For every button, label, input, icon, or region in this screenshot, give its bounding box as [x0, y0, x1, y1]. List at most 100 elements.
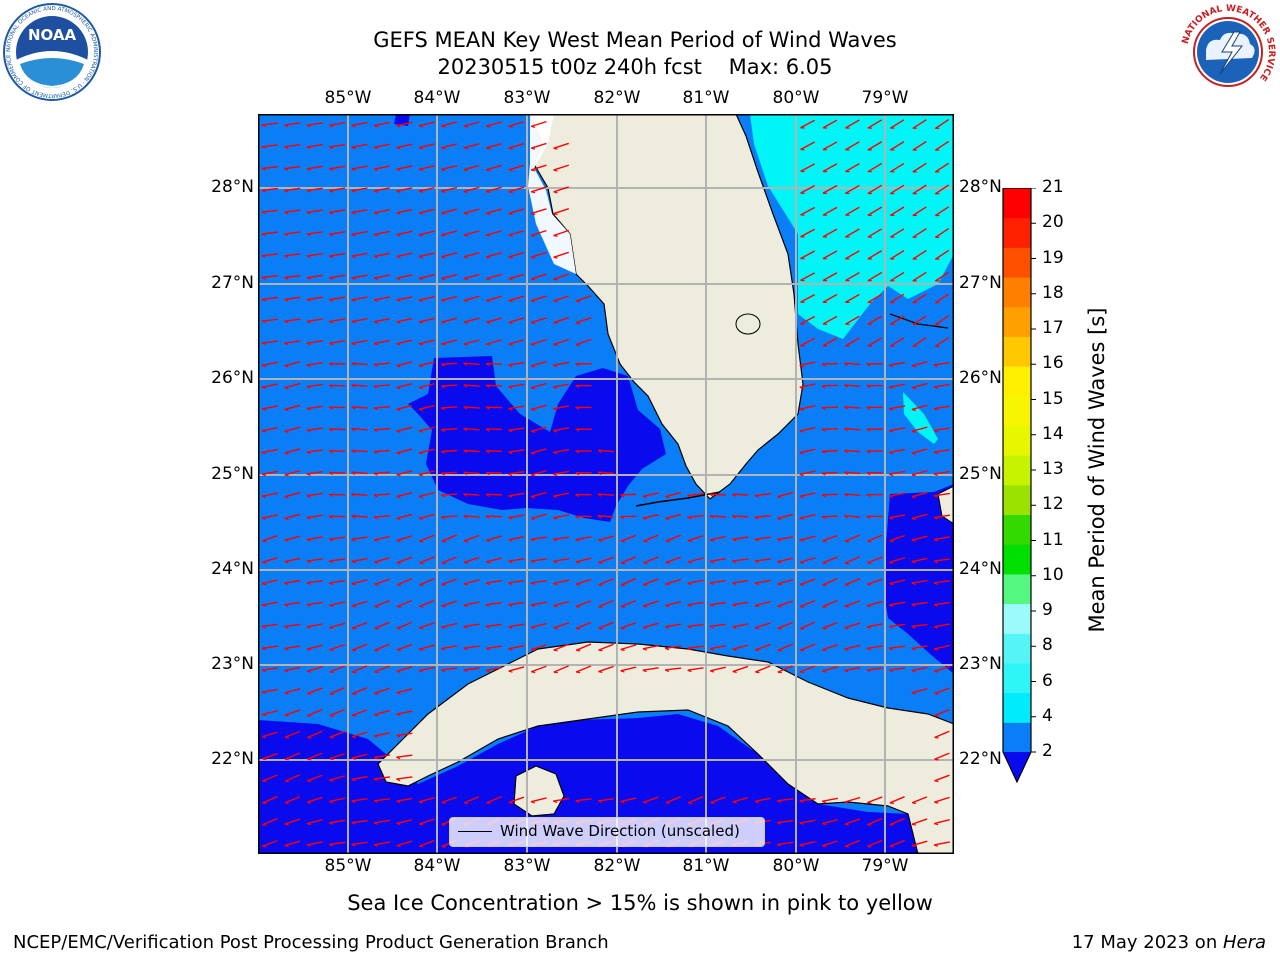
- wind-wave-vector-head: [934, 801, 939, 804]
- wind-wave-vector: [530, 601, 547, 606]
- wind-wave-vector: [553, 427, 570, 432]
- wind-wave-vector: [822, 272, 838, 282]
- wind-wave-vector-head: [441, 147, 446, 150]
- wind-wave-vector: [867, 337, 883, 347]
- wind-wave-vector-head: [329, 779, 334, 782]
- wind-wave-vector-head: [575, 363, 580, 367]
- wind-wave-vector-head: [934, 822, 939, 826]
- wind-wave-vector-head: [777, 627, 782, 630]
- wind-wave-vector-head: [396, 562, 401, 565]
- wind-wave-vector: [374, 296, 390, 301]
- wind-wave-vector-head: [709, 648, 715, 651]
- colorbar-segment: [1003, 633, 1031, 664]
- wind-wave-vector: [373, 798, 391, 802]
- wind-wave-vector: [306, 361, 323, 366]
- wind-wave-vector: [799, 514, 816, 519]
- wind-wave-vector: [620, 666, 637, 672]
- lat-label-left: 24°N: [211, 559, 254, 579]
- wind-wave-vector: [777, 798, 794, 802]
- wind-wave-vector-head: [396, 713, 401, 716]
- wind-wave-vector-head: [531, 234, 536, 237]
- wind-wave-vector-head: [553, 538, 558, 542]
- wind-wave-vector: [373, 471, 391, 475]
- wind-wave-vector: [889, 601, 906, 606]
- wind-wave-vector-head: [396, 321, 401, 324]
- wind-wave-vector-head: [732, 801, 737, 804]
- wind-wave-vector: [441, 208, 458, 214]
- wind-wave-vector: [687, 645, 704, 649]
- wind-wave-vector: [822, 206, 838, 216]
- wind-wave-vector-head: [284, 298, 289, 302]
- wind-wave-vector: [284, 774, 301, 782]
- wind-wave-vector: [800, 163, 815, 172]
- wind-wave-vector: [508, 186, 525, 193]
- wind-wave-vector: [553, 797, 570, 802]
- lon-label-bottom: 80°W: [772, 856, 820, 876]
- wind-wave-vector-head: [463, 471, 468, 475]
- wind-wave-vector-head: [396, 190, 401, 193]
- wind-wave-vector-head: [262, 802, 267, 805]
- wind-wave-vector: [822, 293, 838, 303]
- wind-wave-vector-head: [933, 517, 939, 520]
- wind-wave-vector: [463, 317, 480, 323]
- wind-wave-vector-head: [553, 649, 558, 652]
- wind-wave-vector: [844, 600, 861, 607]
- wind-wave-vector: [306, 231, 323, 235]
- wind-wave-vector-head: [284, 342, 289, 346]
- wind-wave-vector-head: [530, 517, 536, 521]
- wind-wave-vector-head: [441, 256, 446, 259]
- wind-wave-vector: [911, 470, 928, 476]
- wind-wave-vector-head: [351, 342, 356, 346]
- wind-wave-vector-head: [441, 168, 446, 172]
- wind-wave-vector-head: [329, 758, 334, 761]
- wind-wave-vector: [866, 667, 883, 671]
- wind-wave-vector-head: [866, 669, 871, 673]
- wind-wave-vector-head: [261, 604, 267, 607]
- wind-wave-vector-head: [844, 584, 850, 587]
- wind-wave-vector-head: [418, 495, 424, 499]
- wind-wave-vector-head: [306, 538, 311, 542]
- wind-wave-vector: [351, 384, 368, 387]
- wind-wave-vector-head: [351, 384, 356, 388]
- wind-wave-vector-head: [418, 474, 424, 477]
- wind-wave-vector-head: [866, 385, 871, 389]
- wind-wave-vector: [867, 228, 883, 238]
- colorbar-tick-label: 11: [1042, 529, 1064, 550]
- wind-wave-vector-head: [351, 800, 356, 804]
- wind-wave-vector: [351, 187, 368, 192]
- wind-wave-vector-head: [575, 450, 580, 454]
- lat-label-left: 28°N: [211, 177, 254, 197]
- wind-wave-vector: [373, 493, 391, 496]
- wind-wave-vector: [306, 558, 323, 562]
- lon-label-bottom: 83°W: [503, 856, 551, 876]
- wind-wave-vector: [351, 557, 368, 563]
- wind-wave-vector: [530, 164, 547, 171]
- colorbar-tick-label: 19: [1042, 247, 1064, 268]
- wind-wave-vector: [284, 122, 301, 126]
- wind-wave-vector: [912, 293, 927, 304]
- wind-wave-vector-head: [844, 362, 849, 366]
- wind-wave-vector: [754, 579, 771, 584]
- wind-wave-vector: [396, 143, 413, 149]
- wind-wave-vector: [396, 776, 413, 780]
- wind-wave-vector-head: [418, 648, 424, 651]
- wind-wave-vector: [262, 710, 278, 716]
- map-title: GEFS MEAN Key West Mean Period of Wind W…: [373, 28, 897, 52]
- wind-wave-vector-head: [486, 321, 491, 324]
- wind-wave-vector-head: [530, 560, 535, 564]
- wind-wave-vector-head: [530, 538, 535, 542]
- wind-wave-vector-head: [889, 540, 894, 543]
- lat-label-left: 22°N: [211, 749, 254, 769]
- wind-wave-vector-head: [463, 125, 468, 128]
- wind-wave-vector: [687, 514, 704, 518]
- wind-wave-vector: [418, 644, 435, 650]
- wind-wave-vector: [351, 449, 368, 453]
- wind-wave-vector: [306, 143, 323, 148]
- wind-wave-vector: [822, 578, 838, 586]
- wind-wave-vector: [822, 337, 838, 347]
- wind-wave-vector-head: [284, 714, 289, 717]
- colorbar-segment: [1003, 514, 1031, 545]
- wind-wave-vector-head: [262, 845, 267, 848]
- wind-wave-vector-head: [822, 845, 827, 848]
- wind-wave-vector-head: [911, 604, 916, 607]
